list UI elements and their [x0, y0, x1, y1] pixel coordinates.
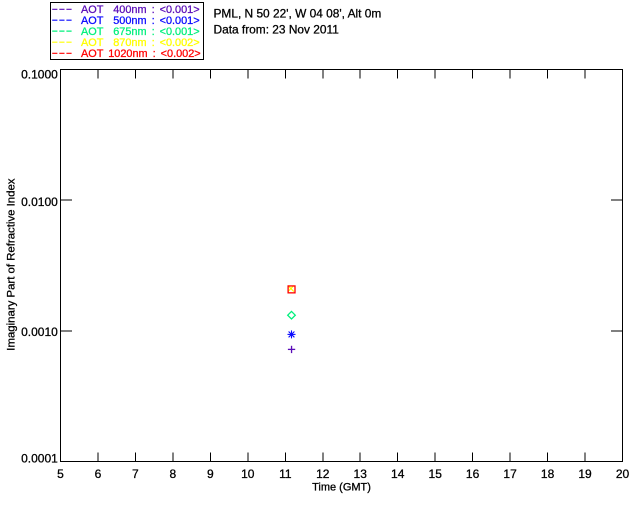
- svg-text:0.0100: 0.0100: [21, 195, 58, 209]
- svg-text:AOT 675nm : <0.001>: AOT 675nm : <0.001>: [81, 26, 200, 38]
- svg-text:Data from: 23 Nov 2011: Data from: 23 Nov 2011: [214, 22, 340, 36]
- svg-text:9: 9: [207, 467, 214, 481]
- svg-text:10: 10: [241, 467, 255, 481]
- svg-text:13: 13: [354, 467, 368, 481]
- svg-text:0.1000: 0.1000: [21, 67, 58, 81]
- svg-text:17: 17: [503, 467, 517, 481]
- svg-text:PML, N 50 22', W 04 08', Alt 0: PML, N 50 22', W 04 08', Alt 0m: [214, 7, 382, 21]
- svg-text:7: 7: [132, 467, 139, 481]
- svg-text:0.0001: 0.0001: [21, 452, 58, 466]
- svg-text:11: 11: [279, 467, 292, 481]
- svg-text:8: 8: [170, 467, 177, 481]
- svg-text:18: 18: [541, 467, 555, 481]
- svg-text:19: 19: [578, 467, 592, 481]
- svg-text:AOT 400nm : <0.001>: AOT 400nm : <0.001>: [81, 4, 200, 16]
- svg-text:Imaginary Part of Refractive I: Imaginary Part of Refractive Index: [5, 178, 17, 351]
- svg-text:16: 16: [466, 467, 480, 481]
- svg-text:AOT 870nm : <0.002>: AOT 870nm : <0.002>: [81, 37, 200, 49]
- svg-text:14: 14: [391, 467, 405, 481]
- svg-text:12: 12: [316, 467, 330, 481]
- svg-text:0.0010: 0.0010: [21, 325, 58, 339]
- svg-text:5: 5: [57, 467, 64, 481]
- svg-text:20: 20: [616, 467, 630, 481]
- svg-text:6: 6: [95, 467, 102, 481]
- svg-text:AOT 1020nm : <0.002>: AOT 1020nm : <0.002>: [81, 48, 201, 60]
- svg-text:AOT 500nm : <0.001>: AOT 500nm : <0.001>: [81, 15, 200, 27]
- svg-text:15: 15: [429, 467, 443, 481]
- svg-text:Time (GMT): Time (GMT): [312, 481, 371, 493]
